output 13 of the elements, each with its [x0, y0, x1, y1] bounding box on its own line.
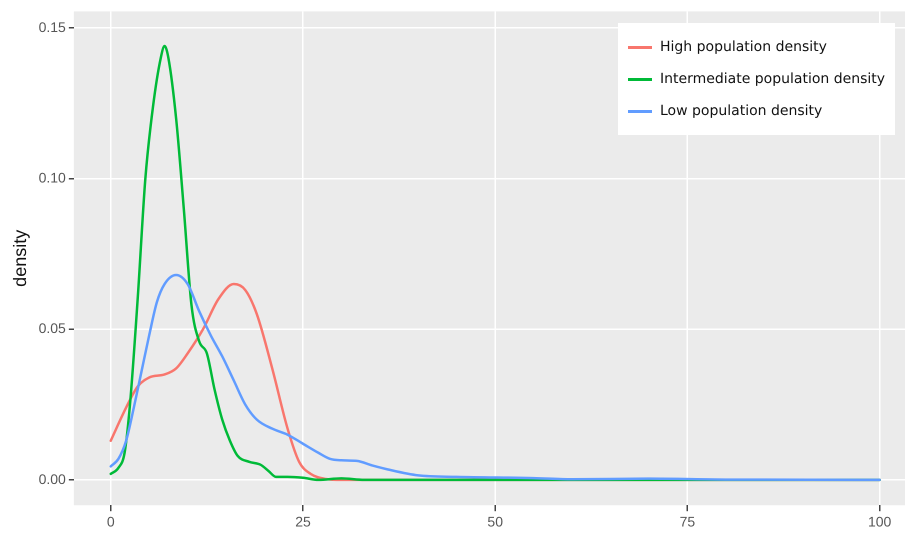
- y-tick-label: 0.00: [38, 470, 66, 487]
- y-tick-label: 0.15: [38, 18, 66, 35]
- legend-label: High population density: [660, 39, 827, 56]
- legend-label: Intermediate population density: [660, 71, 886, 88]
- x-tick-label: 25: [295, 513, 311, 530]
- x-tick-label: 50: [487, 513, 504, 530]
- y-tick-label: 0.05: [38, 320, 66, 336]
- legend-label: Low population density: [660, 103, 822, 120]
- x-tick-label: 100: [868, 513, 892, 530]
- x-tick-label: 0: [106, 513, 115, 530]
- x-tick-label: 75: [680, 513, 696, 530]
- y-axis-title: density: [10, 230, 30, 287]
- y-tick-label: 0.10: [38, 169, 66, 186]
